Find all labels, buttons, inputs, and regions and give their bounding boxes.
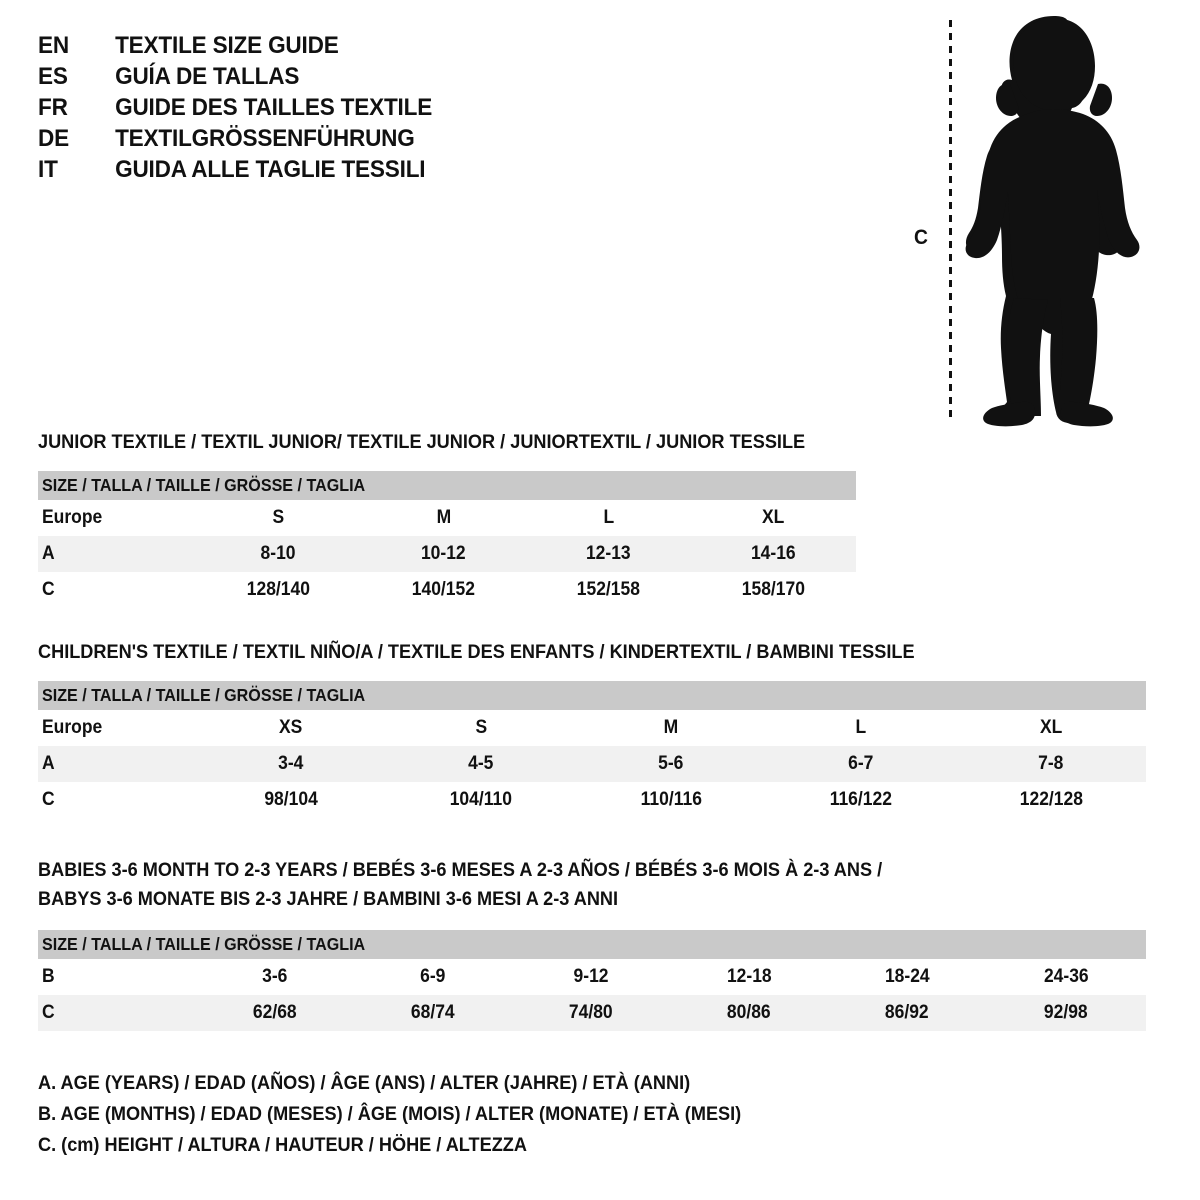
table-band-row: SIZE / TALLA / TAILLE / GRÖSSE / TAGLIA: [38, 471, 857, 500]
row-value: 92/98: [986, 995, 1147, 1031]
language-code: DE: [38, 125, 69, 152]
row-value: 24-36: [986, 959, 1147, 995]
section-children: CHILDREN'S TEXTILE / TEXTIL NIÑO/A / TEX…: [38, 638, 1147, 818]
row-value: L: [766, 710, 956, 746]
row-value: 9-12: [512, 959, 670, 995]
section-junior: JUNIOR TEXTILE / TEXTIL JUNIOR/ TEXTILE …: [38, 428, 863, 608]
table-band-row: SIZE / TALLA / TAILLE / GRÖSSE / TAGLIA: [38, 930, 1147, 959]
height-dotted-line-icon: [949, 20, 952, 420]
legend-row-c: C. (cm) HEIGHT / ALTURA / HAUTEUR / HÖHE…: [38, 1134, 527, 1156]
legend-row-a: A. AGE (YEARS) / EDAD (AÑOS) / ÂGE (ANS)…: [38, 1072, 691, 1094]
language-code: IT: [38, 156, 58, 183]
row-value: 7-8: [956, 746, 1147, 782]
table-row: Europe S M L XL: [38, 500, 857, 536]
row-value: 10-12: [361, 536, 526, 572]
row-value: 4-5: [386, 746, 576, 782]
section-title-babies-line1: BABIES 3-6 MONTH TO 2-3 YEARS / BEBÉS 3-…: [38, 859, 883, 881]
junior-size-table: SIZE / TALLA / TAILLE / GRÖSSE / TAGLIA …: [38, 471, 857, 608]
height-diagram: C: [900, 8, 1150, 428]
row-value: 122/128: [956, 782, 1147, 818]
section-title-junior: JUNIOR TEXTILE / TEXTIL JUNIOR/ TEXTILE …: [38, 431, 806, 453]
row-value: 3-4: [196, 746, 386, 782]
language-row: FR GUIDE DES TAILLES TEXTILE: [38, 94, 432, 125]
row-value: 12-18: [670, 959, 828, 995]
row-value: 68/74: [354, 995, 512, 1031]
row-label: C: [38, 995, 196, 1031]
section-babies: BABIES 3-6 MONTH TO 2-3 YEARS / BEBÉS 3-…: [38, 856, 1147, 1031]
babies-size-table: SIZE / TALLA / TAILLE / GRÖSSE / TAGLIA …: [38, 930, 1147, 1031]
table-row: Europe XS S M L XL: [38, 710, 1147, 746]
band-label-junior: SIZE / TALLA / TAILLE / GRÖSSE / TAGLIA: [38, 471, 857, 500]
row-value: 6-7: [766, 746, 956, 782]
row-value: XS: [196, 710, 386, 746]
row-value: 5-6: [576, 746, 766, 782]
row-value: 128/140: [196, 572, 361, 608]
row-value: XL: [956, 710, 1147, 746]
language-code: ES: [38, 63, 68, 90]
row-value: 3-6: [196, 959, 354, 995]
table-row: C 62/68 68/74 74/80 80/86 86/92 92/98: [38, 995, 1147, 1031]
table-row: B 3-6 6-9 9-12 12-18 18-24 24-36: [38, 959, 1147, 995]
language-code: EN: [38, 32, 69, 59]
row-value: S: [386, 710, 576, 746]
band-label-babies: SIZE / TALLA / TAILLE / GRÖSSE / TAGLIA: [38, 930, 1147, 959]
legend-row-b: B. AGE (MONTHS) / EDAD (MESES) / ÂGE (MO…: [38, 1103, 742, 1125]
row-value: 110/116: [576, 782, 766, 818]
row-label: B: [38, 959, 196, 995]
row-label: Europe: [38, 710, 196, 746]
row-label: A: [38, 536, 196, 572]
row-value: M: [576, 710, 766, 746]
row-label: A: [38, 746, 196, 782]
row-label: C: [38, 782, 196, 818]
language-title: GUÍA DE TALLAS: [115, 63, 300, 90]
row-value: 152/158: [526, 572, 691, 608]
band-label-children: SIZE / TALLA / TAILLE / GRÖSSE / TAGLIA: [38, 681, 1147, 710]
language-title: GUIDA ALLE TAGLIE TESSILI: [115, 156, 426, 183]
language-title: GUIDE DES TAILLES TEXTILE: [115, 94, 433, 121]
row-value: S: [196, 500, 361, 536]
height-measure-label: C: [914, 226, 928, 249]
row-value: XL: [691, 500, 857, 536]
row-value: 98/104: [196, 782, 386, 818]
section-title-babies-line2: BABYS 3-6 MONATE BIS 2-3 JAHRE / BAMBINI…: [38, 888, 619, 910]
toddler-silhouette-icon: [962, 12, 1142, 428]
row-value: 158/170: [691, 572, 857, 608]
row-value: 18-24: [828, 959, 986, 995]
legend-block: A. AGE (YEARS) / EDAD (AÑOS) / ÂGE (ANS)…: [38, 1068, 794, 1161]
table-band-row: SIZE / TALLA / TAILLE / GRÖSSE / TAGLIA: [38, 681, 1147, 710]
row-value: L: [526, 500, 691, 536]
row-value: M: [361, 500, 526, 536]
children-size-table: SIZE / TALLA / TAILLE / GRÖSSE / TAGLIA …: [38, 681, 1147, 818]
language-row: EN TEXTILE SIZE GUIDE: [38, 32, 432, 63]
language-code: FR: [38, 94, 68, 121]
table-row: A 3-4 4-5 5-6 6-7 7-8: [38, 746, 1147, 782]
row-value: 12-13: [526, 536, 691, 572]
table-row: C 98/104 104/110 110/116 116/122 122/128: [38, 782, 1147, 818]
row-value: 104/110: [386, 782, 576, 818]
row-value: 62/68: [196, 995, 354, 1031]
row-value: 116/122: [766, 782, 956, 818]
table-row: A 8-10 10-12 12-13 14-16: [38, 536, 857, 572]
row-value: 14-16: [691, 536, 857, 572]
language-row: IT GUIDA ALLE TAGLIE TESSILI: [38, 156, 432, 187]
language-title: TEXTILE SIZE GUIDE: [115, 32, 339, 59]
row-value: 140/152: [361, 572, 526, 608]
row-label: Europe: [38, 500, 196, 536]
language-header: EN TEXTILE SIZE GUIDE ES GUÍA DE TALLAS …: [38, 32, 457, 187]
table-row: C 128/140 140/152 152/158 158/170: [38, 572, 857, 608]
language-row: ES GUÍA DE TALLAS: [38, 63, 432, 94]
row-value: 80/86: [670, 995, 828, 1031]
row-value: 74/80: [512, 995, 670, 1031]
language-row: DE TEXTILGRÖSSENFÜHRUNG: [38, 125, 432, 156]
section-title-children: CHILDREN'S TEXTILE / TEXTIL NIÑO/A / TEX…: [38, 641, 915, 663]
row-label: C: [38, 572, 196, 608]
row-value: 8-10: [196, 536, 361, 572]
row-value: 86/92: [828, 995, 986, 1031]
language-title: TEXTILGRÖSSENFÜHRUNG: [115, 125, 415, 152]
row-value: 6-9: [354, 959, 512, 995]
